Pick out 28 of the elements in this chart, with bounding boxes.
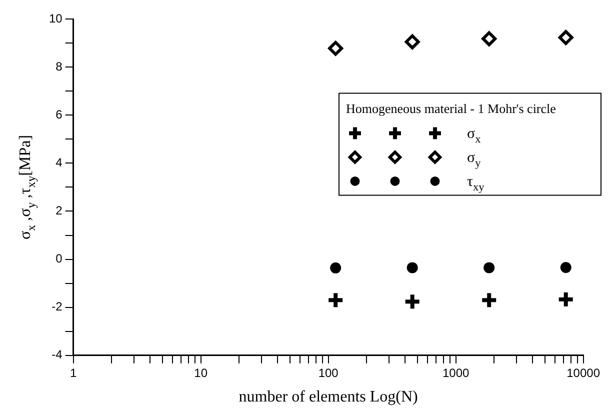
x-tick-label: 1 — [70, 366, 78, 380]
x-axis-title: number of elements Log(N) — [238, 388, 418, 406]
point — [403, 292, 422, 311]
y-tick-label: 2 — [56, 204, 63, 218]
x-tick-label: 1000 — [442, 366, 470, 380]
legend-title: Homogeneous material - 1 Mohr's circle — [346, 101, 556, 116]
y-tick-label: 4 — [56, 155, 63, 170]
point — [330, 262, 342, 274]
y-tick-label: 10 — [48, 11, 63, 26]
x-tick-label: 100 — [318, 366, 339, 380]
y-tick-label: 8 — [56, 59, 63, 74]
point — [404, 34, 420, 50]
point — [556, 290, 575, 308]
point — [482, 31, 497, 46]
point — [484, 262, 495, 274]
point — [406, 262, 418, 274]
y-tick-label: -4 — [52, 348, 63, 362]
y-tick-label: 0 — [56, 252, 63, 266]
point — [560, 262, 572, 273]
point — [558, 30, 574, 45]
point — [326, 291, 345, 310]
x-tick-label: 10000 — [566, 366, 600, 380]
point — [480, 291, 498, 310]
x-tick-label: 10 — [194, 366, 208, 380]
y-tick-label: 6 — [56, 107, 63, 122]
point — [328, 40, 344, 56]
y-axis-title: σx ,σy ,τxy[MPa] — [17, 134, 38, 240]
y-tick-label: -2 — [52, 300, 63, 314]
